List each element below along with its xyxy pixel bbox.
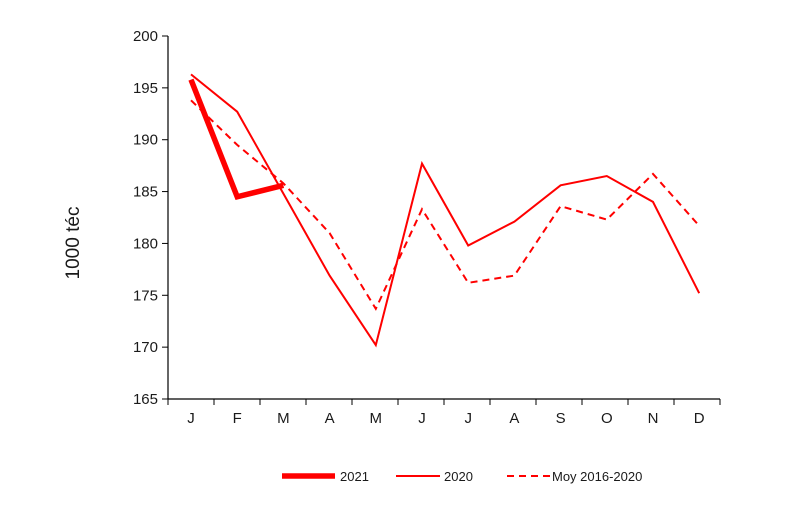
x-tick-label: J	[187, 410, 195, 427]
y-tick-label: 190	[133, 132, 158, 149]
y-tick-label: 170	[133, 339, 158, 356]
x-tick-label: N	[648, 410, 659, 427]
x-tick-label: D	[694, 410, 705, 427]
x-tick-label: S	[556, 410, 566, 427]
x-tick-label: J	[418, 410, 426, 427]
series-line-2021	[188, 78, 285, 201]
x-tick-label: F	[233, 410, 242, 427]
x-tick-label: M	[370, 410, 383, 427]
y-axis-title: 1000 téc	[63, 207, 84, 280]
x-tick-label: A	[509, 410, 519, 427]
series-line-2020	[190, 73, 701, 348]
legend-label: Moy 2016-2020	[552, 469, 642, 484]
y-tick-label: 165	[133, 391, 158, 408]
series-lines	[188, 73, 701, 348]
y-tick-label: 195	[133, 80, 158, 97]
y-tick-label: 200	[133, 28, 158, 45]
x-tick-label: O	[601, 410, 613, 427]
legend: 2021 2020 Moy 2016-2020	[282, 469, 642, 484]
legend-label: 2021	[340, 469, 369, 484]
y-tick-label: 180	[133, 235, 158, 252]
y-tick-label: 175	[133, 287, 158, 304]
x-tick-label: M	[277, 410, 290, 427]
y-tick-label: 185	[133, 184, 158, 201]
x-tick-label: J	[464, 410, 472, 427]
x-tick-label: A	[325, 410, 335, 427]
series-line-moy-2016-2020	[190, 99, 700, 311]
y-axis: 165 170 175 180 185 190 195 200	[133, 28, 169, 408]
legend-label: 2020	[444, 469, 473, 484]
